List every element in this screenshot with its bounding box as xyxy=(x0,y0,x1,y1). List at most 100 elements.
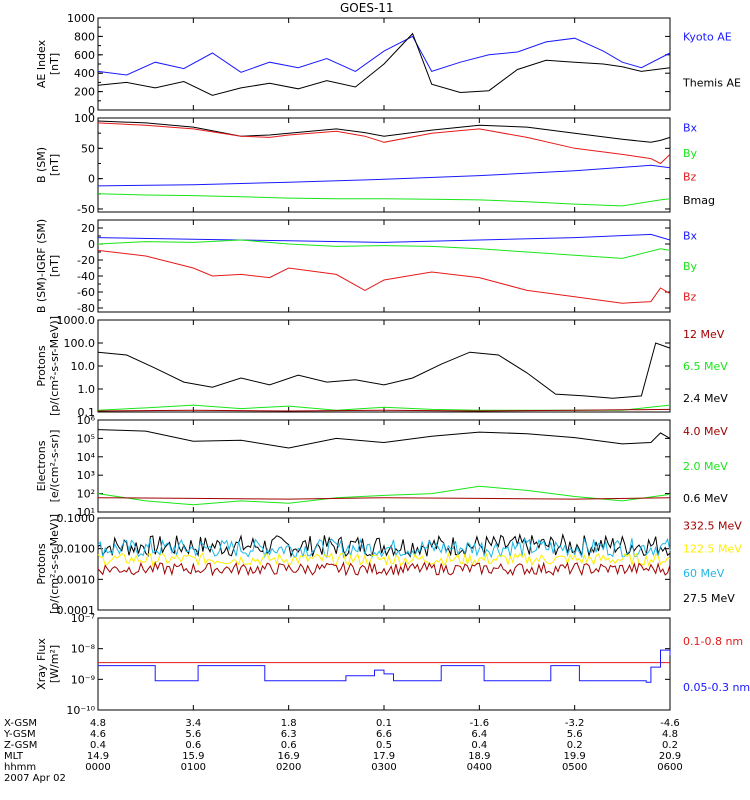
x-info-value: 6.3 xyxy=(281,729,297,740)
x-info-row-label: Z-GSM xyxy=(4,740,37,751)
y-tick-label: 0 xyxy=(88,173,95,186)
series-line-332-5-mev xyxy=(97,561,671,577)
y-axis-label-line1: B (SM)-IGRF (SM) xyxy=(35,219,48,313)
y-tick-label: -20 xyxy=(77,254,95,267)
series-line-by xyxy=(97,193,671,207)
legend-entry: 0.05-0.3 nm xyxy=(683,681,750,694)
y-axis-label: AE Index [nT] xyxy=(35,39,61,88)
y-tick-label: 0.0001 xyxy=(57,604,96,617)
y-tick-label: 10⁻⁹ xyxy=(71,673,95,686)
legend-entry: Bx xyxy=(683,121,698,134)
y-tick-label: -80 xyxy=(77,302,95,315)
x-info-value: 6.6 xyxy=(376,729,392,740)
panel-xray: 10⁻¹⁰ 10⁻⁹ 10⁻⁸ 10⁻⁷ Xray Flux [W/m²] 0.1-0.8 … xyxy=(35,612,750,717)
panel-electrons: 10¹ 10² 10³ 10⁴ 10⁵ 10⁶ Electrons [e/(cm²-s-sr)… xyxy=(35,414,728,519)
series-line-0-6-mev xyxy=(97,429,671,449)
legend-entry: 2.4 MeV xyxy=(683,392,728,405)
x-info-value: 1.8 xyxy=(281,718,297,729)
y-axis-label-line1: AE Index xyxy=(35,39,48,88)
panel-frame xyxy=(97,117,671,213)
series-line-bx xyxy=(97,233,671,243)
chart-title: GOES-11 xyxy=(340,1,394,15)
legend-entry: Bmag xyxy=(683,194,715,207)
legend-entry: Bz xyxy=(683,170,697,183)
y-axis-label-line2: [e/(cm²-s-sr)] xyxy=(48,430,61,503)
x-info-value: 3.4 xyxy=(185,718,201,729)
series-line-2-4-mev xyxy=(97,342,671,399)
y-tick-label: 10.0 xyxy=(71,360,96,373)
y-axis-label-line2: [p/(cm²-s-sr-MeV)] xyxy=(48,316,61,416)
x-info-value: -4.6 xyxy=(660,718,680,729)
x-info-value: 4.8 xyxy=(662,729,678,740)
legend-entry: 122.5 MeV xyxy=(683,542,742,555)
y-tick-label: 100 xyxy=(74,112,95,125)
x-info-row-label: MLT xyxy=(4,751,24,762)
panel-ae: 0 200 400 600 800 1000 AE Index [nT] Kyoto AE The… xyxy=(35,12,741,117)
x-info-value: 0.4 xyxy=(90,740,106,751)
x-info-value: 15.9 xyxy=(182,751,204,762)
x-info-row-label: hhmm xyxy=(4,762,36,773)
x-axis-info-rows: X-GSM 4.8 3.4 1.8 0.1 -1.6 -3.2 -4.6 Y-GSM 4.6 5.6… xyxy=(3,718,683,784)
y-axis-label: Xray Flux [W/m²] xyxy=(35,638,61,690)
series-line-bmag xyxy=(97,120,671,143)
x-info-value: 19.9 xyxy=(564,751,586,762)
x-info-value: 0200 xyxy=(276,762,301,773)
date-label: 2007 Apr 02 xyxy=(4,773,66,784)
series-line-0-05-0-3-nm xyxy=(98,649,671,683)
x-info-value: 4.8 xyxy=(90,718,106,729)
y-tick-label: 1.0 xyxy=(78,383,96,396)
x-info-value: -3.2 xyxy=(565,718,585,729)
y-tick-label: 800 xyxy=(74,30,95,43)
panel-frame xyxy=(97,319,671,413)
x-info-value: 0.4 xyxy=(471,740,487,751)
series-line-bx xyxy=(97,164,671,187)
y-tick-label: 10⁻⁷ xyxy=(71,612,95,625)
y-tick-label: 10⁵ xyxy=(77,432,95,445)
y-axis-label-line1: Protons xyxy=(35,345,48,386)
legend-entry: 12 MeV xyxy=(683,328,725,341)
y-tick-label: 20 xyxy=(81,222,95,235)
y-axis-label-line2: [nT] xyxy=(48,255,61,277)
y-tick-label: 50 xyxy=(81,142,95,155)
x-info-value: 16.9 xyxy=(278,751,300,762)
y-axis-label-line2: [W/m²] xyxy=(48,645,61,683)
panel-bigrf: -80 -60 -40 -20 0 20 B (SM)-IGRF (SM) [nT] Bx By B… xyxy=(35,219,698,315)
y-tick-label: 10³ xyxy=(77,469,95,482)
x-info-row-label: X-GSM xyxy=(4,718,37,729)
x-info-row-label: Y-GSM xyxy=(3,729,36,740)
y-axis-label-line2: [nT] xyxy=(48,53,61,75)
y-tick-label: 0 xyxy=(88,238,95,251)
y-tick-label: 10⁶ xyxy=(77,414,96,427)
legend-entry: Bz xyxy=(683,290,697,303)
series-line-themis-ae xyxy=(97,32,671,96)
x-info-value: 18.9 xyxy=(468,751,490,762)
x-info-value: 20.9 xyxy=(659,751,681,762)
x-info-value: 14.9 xyxy=(87,751,109,762)
y-tick-label: 0.1000 xyxy=(57,512,96,525)
x-info-value: 0000 xyxy=(85,762,110,773)
series-line-bz xyxy=(97,249,671,304)
legend-entry: By xyxy=(683,260,698,273)
x-info-value: 6.4 xyxy=(471,729,487,740)
x-info-value: 0100 xyxy=(181,762,206,773)
legend-entry: 332.5 MeV xyxy=(683,519,742,532)
series-line-27-5-mev xyxy=(97,532,671,558)
y-tick-label: -60 xyxy=(77,286,95,299)
x-info-value: 0400 xyxy=(467,762,492,773)
y-tick-label: 0.0010 xyxy=(57,573,96,586)
series-line-bz xyxy=(97,122,671,165)
y-tick-label: 0.1 xyxy=(78,406,96,419)
legend-entry: 0.6 MeV xyxy=(683,492,728,505)
legend-entry: 60 MeV xyxy=(683,567,725,580)
y-tick-label: 400 xyxy=(74,67,95,80)
y-tick-label: 10⁻⁸ xyxy=(71,643,96,656)
legend-entry: By xyxy=(683,147,698,160)
legend-entry: Bx xyxy=(683,230,698,243)
y-tick-label: 10¹ xyxy=(77,506,95,519)
x-info-value: 0.2 xyxy=(567,740,583,751)
series-line-by xyxy=(97,239,671,259)
y-axis-label-line2: [nT] xyxy=(48,154,61,176)
y-axis-label-line1: B (SM) xyxy=(35,147,48,183)
